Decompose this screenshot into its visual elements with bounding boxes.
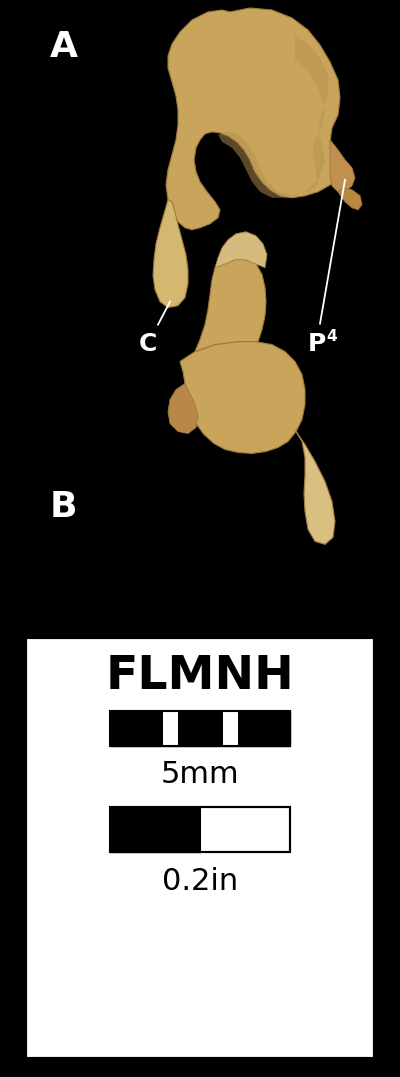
Polygon shape [168, 383, 198, 433]
Text: 0.2in: 0.2in [162, 867, 238, 896]
Polygon shape [195, 254, 266, 351]
Polygon shape [215, 232, 267, 268]
Polygon shape [338, 187, 362, 210]
Text: P: P [308, 332, 326, 355]
Text: 4: 4 [326, 328, 337, 344]
Polygon shape [153, 199, 188, 308]
Bar [162, 712, 178, 746]
Bar [200, 807, 290, 852]
Text: B: B [50, 490, 78, 524]
Bar [110, 807, 200, 852]
Bar [222, 712, 238, 746]
Bar [110, 712, 290, 746]
Text: C: C [139, 332, 157, 355]
Polygon shape [166, 8, 340, 229]
Text: FLMNH: FLMNH [106, 654, 294, 699]
Text: 5mm: 5mm [161, 760, 239, 789]
Polygon shape [218, 34, 328, 198]
Polygon shape [296, 432, 335, 544]
Text: A: A [50, 30, 78, 64]
Bar [110, 712, 290, 746]
Bar [25, 638, 375, 1059]
Polygon shape [330, 140, 355, 192]
Polygon shape [180, 341, 305, 453]
Bar [110, 807, 290, 852]
